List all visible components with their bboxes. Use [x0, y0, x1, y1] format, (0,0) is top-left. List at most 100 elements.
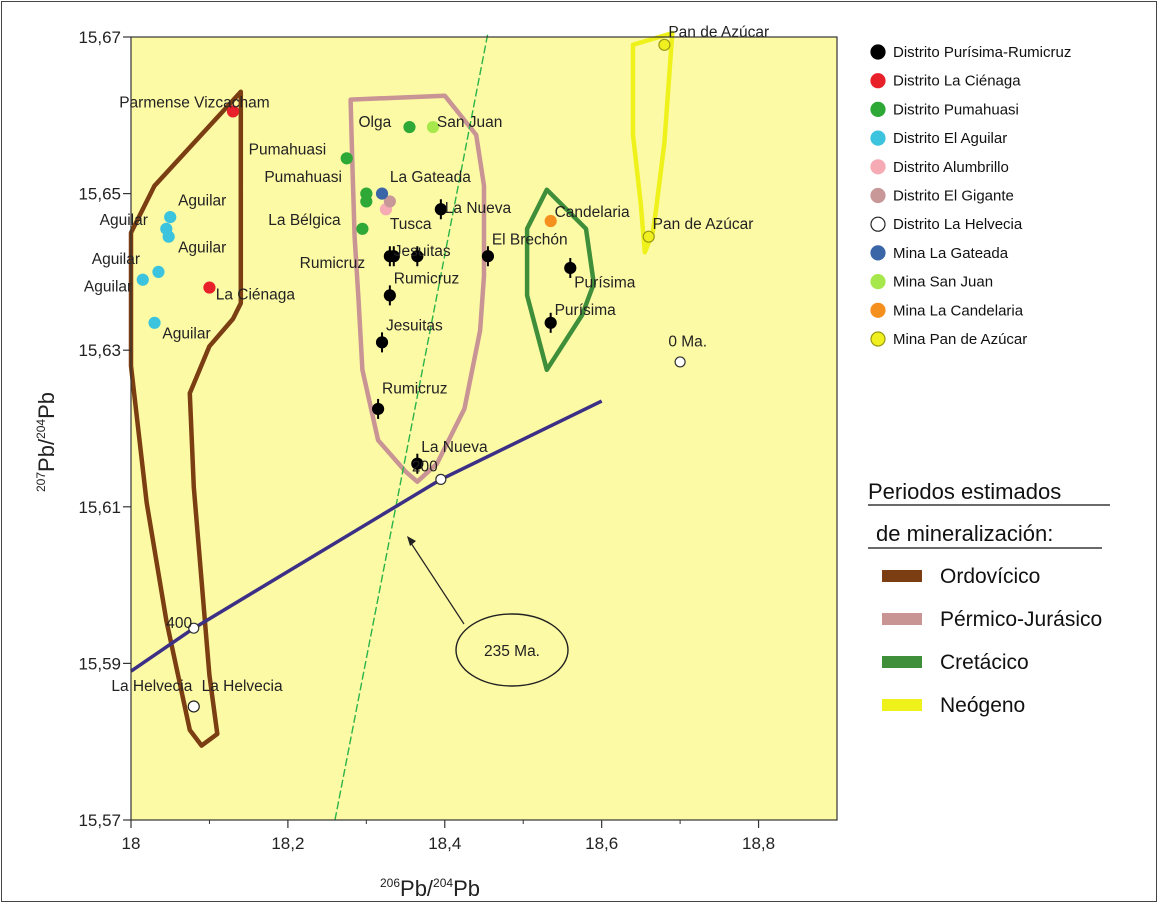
periods-title-line2: de mineralización: — [876, 521, 1053, 546]
x-axis-label-main2: Pb — [453, 876, 480, 901]
y-tick-label-4: 15,65 — [78, 185, 121, 204]
point-0-5 — [383, 289, 396, 302]
legend-marker-4 — [870, 159, 886, 175]
growth-curve-tick-0 — [188, 622, 200, 634]
legend-label-6: Distrito La Helvecia — [893, 216, 1023, 233]
period-swatch-1 — [882, 613, 922, 625]
period-label-0: Ordovícico — [940, 565, 1040, 588]
point-0-2 — [383, 250, 396, 263]
point-label-11: Candelaria — [555, 204, 630, 221]
point-3-4 — [136, 273, 149, 286]
point-label-16: Jesuitas — [394, 243, 451, 260]
x-axis-label-main1: Pb/ — [400, 876, 434, 901]
point-0-9 — [564, 261, 577, 275]
period-label-2: Cretácico — [940, 651, 1029, 674]
point-2-4 — [356, 222, 369, 235]
point-0-7 — [372, 402, 385, 416]
y-tick-label-2: 15,61 — [78, 498, 121, 517]
point-3-5 — [148, 316, 161, 329]
period-label-3: Neógeno — [940, 694, 1025, 717]
legend-label-7: Mina La Gateada — [893, 245, 1009, 262]
plot-area — [131, 37, 837, 820]
point-label-2: Olga — [358, 114, 391, 131]
point-label-15: El Brechón — [492, 231, 568, 248]
legend-label-2: Distrito Pumahuasi — [893, 101, 1019, 118]
isochron-line — [334, 32, 489, 821]
isochron-arrow-head — [407, 536, 416, 546]
legend-marker-7 — [870, 245, 886, 261]
point-label-22: La Ciénaga — [216, 286, 296, 303]
point-8-0 — [426, 120, 440, 134]
y-tick-label-5: 15,67 — [78, 28, 121, 47]
legend-label-9: Mina La Candelaria — [893, 302, 1024, 319]
field-2 — [524, 187, 597, 373]
point-label-9: La Bélgica — [268, 212, 341, 229]
point-label-7: Aguilar — [178, 192, 226, 209]
growth-curve-tick-2 — [674, 356, 686, 368]
isochron-label-ellipse — [455, 613, 569, 687]
growth-curve — [130, 399, 603, 673]
x-tick-label-4: 18,8 — [742, 834, 775, 853]
point-9-0 — [544, 214, 557, 228]
point-label-6: La Gateada — [390, 169, 471, 186]
point-1-1 — [203, 281, 216, 294]
point-label-29: 200 — [412, 459, 438, 476]
point-label-13: Pan de Azúcar — [653, 216, 754, 233]
point-label-20: Purísima — [574, 275, 636, 292]
period-swatch-2 — [882, 656, 922, 668]
legend-marker-0 — [870, 44, 886, 60]
point-7-0 — [375, 187, 389, 200]
legend-label-1: Distrito La Ciénaga — [893, 73, 1021, 90]
point-3-0 — [164, 210, 177, 224]
point-0-6 — [375, 336, 389, 349]
point-2-1 — [340, 152, 353, 165]
point-label-21: Aguilar — [84, 278, 132, 295]
legend-marker-9 — [870, 302, 886, 318]
x-axis-label-sup1: 206 — [380, 876, 400, 890]
y-tick-label-3: 15,63 — [78, 341, 121, 360]
point-label-23: Purísima — [555, 302, 617, 319]
point-label-10: La Nueva — [445, 200, 512, 217]
point-label-17: Aguilar — [92, 251, 140, 268]
x-tick-label-0: 18 — [122, 834, 141, 853]
point-label-14: Aguilar — [178, 239, 226, 256]
period-swatch-0 — [882, 570, 922, 582]
x-axis-label: 206Pb/204Pb — [380, 876, 480, 901]
point-label-1: Parmense Vizcacham — [119, 94, 269, 111]
point-label-31: La Helvecia — [111, 678, 192, 695]
period-label-1: Pérmico-Jurásico — [940, 608, 1102, 631]
point-label-12: Tusca — [390, 216, 432, 233]
point-0-8 — [411, 457, 424, 470]
legend-marker-10 — [870, 331, 886, 347]
point-6-0 — [187, 700, 200, 713]
isochron-label: 235 Ma. — [484, 643, 540, 660]
point-label-0: Pan de Azúcar — [668, 24, 769, 41]
legend-label-4: Distrito Alumbrillo — [893, 159, 1009, 176]
legend-marker-2 — [870, 101, 886, 118]
legend-label-5: Distrito El Gigante — [893, 188, 1014, 205]
point-3-2 — [162, 230, 175, 243]
point-0-3 — [411, 250, 424, 263]
field-0 — [128, 89, 244, 748]
legend-label-3: Distrito El Aguilar — [893, 130, 1007, 147]
point-label-18: Rumicruz — [300, 255, 365, 272]
point-label-25: Aguilar — [162, 325, 210, 342]
period-swatch-3 — [882, 699, 922, 711]
point-label-19: Rumicruz — [394, 271, 459, 288]
point-label-27: Rumicruz — [382, 380, 447, 397]
x-axis-label-sup2: 204 — [433, 876, 453, 890]
legend-marker-3 — [870, 130, 886, 146]
point-label-26: 0 Ma. — [668, 333, 707, 350]
point-label-24: Jesuitas — [386, 318, 443, 335]
y-axis-label-main2: Pb — [34, 392, 59, 419]
point-10-1 — [642, 230, 655, 243]
y-axis-label-main1: Pb/ — [34, 438, 59, 472]
field-1 — [348, 93, 487, 484]
point-label-28: La Nueva — [421, 439, 488, 456]
y-axis-label: 207Pb/204Pb — [34, 392, 59, 492]
y-tick-label-0: 15,57 — [78, 811, 121, 830]
legend-label-10: Mina Pan de Azúcar — [893, 331, 1027, 348]
point-2-0 — [403, 120, 416, 134]
